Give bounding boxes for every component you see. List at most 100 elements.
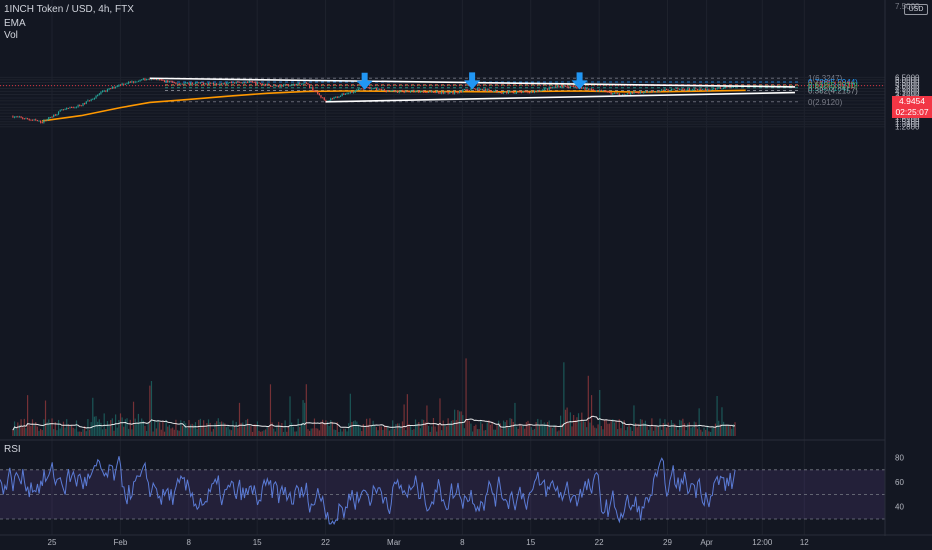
volume-bar [12, 429, 14, 436]
rsi-tick-label: 40 [895, 503, 904, 512]
volume-bar [550, 427, 552, 436]
candle-body [478, 88, 480, 91]
candle-body [677, 88, 679, 90]
volume-bar [511, 418, 513, 436]
volume-bar [22, 427, 24, 436]
volume-bar [383, 425, 386, 436]
candle-body [434, 92, 436, 94]
volume-bar [432, 418, 435, 436]
volume-bar [56, 430, 58, 436]
candle-body [266, 83, 268, 86]
volume-bar [189, 424, 192, 436]
volume-bar [714, 423, 717, 436]
volume-bar [260, 431, 262, 436]
volume-bar [434, 426, 436, 436]
volume-bar [84, 426, 86, 436]
candle-body [661, 89, 663, 91]
volume-bar [82, 429, 84, 436]
candle-body [589, 89, 591, 90]
candle-body [514, 93, 516, 94]
volume-bar [46, 422, 48, 436]
candle-body [333, 97, 335, 99]
volume-bar [119, 413, 122, 436]
candle-body [282, 84, 285, 87]
candle-body [441, 91, 443, 94]
candle-body [529, 92, 531, 94]
candle-body [15, 116, 17, 118]
candle-body [289, 84, 291, 87]
volume-bar [253, 424, 255, 436]
volume-bar [486, 422, 488, 436]
candle-body [512, 91, 514, 94]
candle-body [237, 81, 239, 83]
candle-body [648, 91, 650, 93]
volume-bar [406, 394, 408, 436]
bar-countdown: 02:25:07 [895, 107, 929, 117]
candle-body [628, 93, 630, 95]
candle-body [320, 95, 322, 98]
volume-bar [592, 425, 594, 436]
volume-bar [489, 424, 492, 436]
volume-bar [336, 422, 338, 436]
candle-body [457, 92, 459, 94]
candle-body [670, 88, 673, 91]
volume-bar [302, 400, 304, 436]
candle-body [721, 88, 723, 90]
candle-body [31, 119, 34, 121]
candle-body [594, 89, 596, 92]
volume-bar [410, 425, 412, 436]
volume-bar [421, 419, 423, 436]
volume-bar [206, 423, 208, 436]
candle-body [198, 82, 200, 84]
volume-bar [230, 430, 232, 436]
volume-bar [59, 428, 61, 436]
candle-body [706, 89, 708, 91]
volume-bar [176, 430, 179, 436]
volume-bar [659, 418, 661, 436]
volume-bar [43, 419, 45, 436]
candle-body [20, 116, 22, 118]
volume-bar [729, 425, 731, 436]
volume-bar [667, 422, 669, 436]
candle-body [335, 96, 337, 98]
candle-body [370, 88, 373, 90]
volume-bar [49, 423, 52, 436]
volume-bar [620, 428, 622, 436]
volume-bar [393, 429, 395, 436]
candle-body [716, 88, 718, 90]
candle-body [292, 83, 294, 85]
volume-bar [696, 428, 699, 436]
candle-body [149, 78, 151, 80]
volume-bar [587, 375, 589, 436]
volume-bar [617, 429, 619, 436]
volume-bar [17, 422, 19, 436]
candle-body [343, 93, 345, 95]
candle-body [520, 91, 523, 93]
volume-bar [361, 431, 363, 436]
volume-bar [149, 385, 151, 436]
time-tick-label: 8 [187, 538, 192, 547]
candle-body [467, 89, 469, 91]
candle-body [533, 91, 536, 93]
currency-selector[interactable]: USD [904, 4, 928, 15]
candle-body [698, 89, 700, 90]
candle-body [383, 89, 386, 91]
volume-bar [312, 428, 314, 436]
candle-body [12, 116, 14, 118]
candle-body [488, 89, 490, 91]
rsi-pane [0, 439, 885, 526]
candle-body [354, 90, 356, 93]
volume-bar [284, 420, 286, 436]
candle-body [253, 82, 255, 83]
candle-body [93, 97, 96, 99]
candle-body [155, 78, 157, 80]
volume-bar [225, 427, 228, 436]
candle-body [199, 82, 201, 84]
volume-bar [118, 420, 120, 436]
candle-body [294, 83, 296, 86]
candle-body [72, 107, 74, 109]
candle-body [424, 92, 426, 93]
volume-bar [339, 428, 342, 436]
candle-body [137, 80, 140, 82]
